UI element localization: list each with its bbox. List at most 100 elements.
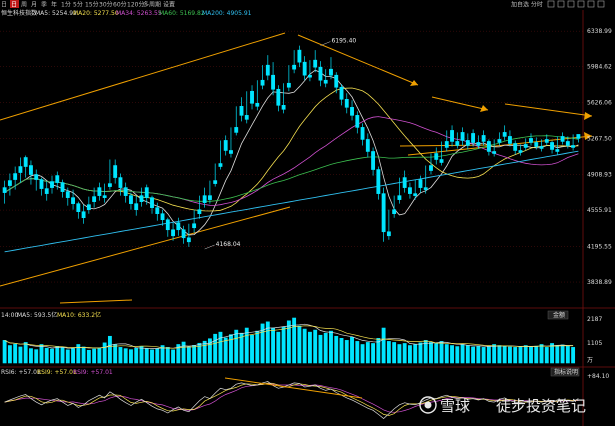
candle xyxy=(107,159,112,190)
toolbar-right-label[interactable]: 加自选 分时 xyxy=(511,1,543,9)
candle xyxy=(123,182,128,203)
candle-body xyxy=(44,188,49,194)
volume-bar xyxy=(339,338,344,364)
candle xyxy=(60,179,65,198)
toolbar-item-5[interactable]: 年 xyxy=(51,1,57,9)
candle-body xyxy=(497,139,502,143)
candle xyxy=(465,133,470,150)
ma34-line xyxy=(4,116,579,206)
ma60-line xyxy=(4,135,579,202)
candle xyxy=(492,139,497,157)
indicator-help-button xyxy=(550,367,580,377)
volume-bar xyxy=(450,345,454,364)
candle xyxy=(481,130,486,146)
candle xyxy=(102,183,107,203)
candle-body xyxy=(455,141,460,146)
volume-bar xyxy=(150,349,154,364)
candle-body xyxy=(39,179,44,189)
indicator-help-label[interactable]: 指标说明 xyxy=(554,368,578,376)
toolbar-item-1[interactable]: 日 xyxy=(11,2,17,9)
toolbar-item-6[interactable]: 1分 xyxy=(61,1,71,9)
candle xyxy=(334,72,339,94)
candle-body xyxy=(265,64,270,76)
volume-bar xyxy=(318,334,323,364)
volume-bar xyxy=(508,346,512,364)
toolbar-item-0[interactable]: 日 xyxy=(1,2,7,9)
candle-body xyxy=(476,142,481,146)
volume-bar xyxy=(539,344,544,364)
candle-body xyxy=(550,142,554,150)
volume-bar xyxy=(444,344,449,364)
amount-button-label[interactable]: 金额 xyxy=(553,311,565,319)
candle-body xyxy=(365,139,370,152)
watermark-brand: 雪球 xyxy=(440,397,470,415)
candle-body xyxy=(444,141,449,148)
candle xyxy=(218,140,223,170)
volume-bar xyxy=(234,329,239,364)
candle xyxy=(534,137,539,150)
main-info-3: MA34: 5263.55 xyxy=(116,10,162,17)
trendlines xyxy=(0,32,593,304)
volume-bar xyxy=(265,321,270,364)
toolbar-item-12[interactable]: 多周期 xyxy=(143,1,161,9)
candle-body xyxy=(244,115,249,120)
candle-body xyxy=(281,105,286,110)
snowball-logo-icon xyxy=(419,396,437,414)
y-tick-label-5: 4555.91 xyxy=(587,207,612,214)
volume-bar xyxy=(560,344,565,364)
candle-body xyxy=(92,196,97,202)
candle-body xyxy=(97,187,102,196)
volume-info-0: 14:00 xyxy=(1,312,18,319)
y-tick-label-3: 5267.50 xyxy=(587,136,612,143)
candle xyxy=(539,139,544,152)
candle xyxy=(76,201,81,219)
candle xyxy=(92,187,97,208)
candles xyxy=(2,45,581,247)
volume-bar xyxy=(229,334,233,364)
candle xyxy=(207,180,212,204)
candle-body xyxy=(134,203,139,210)
candle-body xyxy=(202,195,207,203)
main-info-4: MA60: 5169.82 xyxy=(159,10,205,17)
trend-arrow-2 xyxy=(584,112,592,120)
volume-bar xyxy=(471,346,476,364)
toolbar-item-8[interactable]: 15分 xyxy=(85,1,99,9)
volume-axis: 2187 1105 万 xyxy=(587,316,602,364)
candle-body xyxy=(513,143,518,151)
toolbar-item-9[interactable]: 30分 xyxy=(99,1,113,9)
volume-bar xyxy=(323,332,328,364)
rsi-divergence-line xyxy=(224,377,363,399)
volume-bar xyxy=(365,342,370,364)
candle xyxy=(171,222,175,241)
snowball-logo-dot-icon xyxy=(424,401,432,409)
toolbar-right: 加自选 分时 xyxy=(511,0,605,9)
candle xyxy=(292,50,297,74)
volume-axis-unit: 万 xyxy=(587,357,593,364)
candle-body xyxy=(339,86,344,100)
candle xyxy=(429,153,433,175)
toolbar-item-7[interactable]: 5分 xyxy=(73,1,83,9)
window-min-icon xyxy=(587,0,595,8)
candle xyxy=(265,55,270,81)
volume-bar xyxy=(23,342,28,364)
toolbar-item-13[interactable]: 设置 xyxy=(163,1,175,9)
candle-body xyxy=(29,165,33,175)
candle xyxy=(271,62,276,96)
toolbar-item-3[interactable]: 月 xyxy=(31,2,37,9)
candle-body xyxy=(139,195,144,202)
toolbar-item-4[interactable]: 季 xyxy=(41,1,47,9)
toolbar-item-11[interactable]: 120分 xyxy=(127,1,144,9)
volume-bar xyxy=(297,325,302,364)
candle xyxy=(39,177,44,196)
candle-body xyxy=(450,130,454,142)
candle xyxy=(186,223,191,247)
candle-body xyxy=(229,150,233,154)
period-toolbar: 日日周月季年 1分 5分 15分 30分 60分 120分多周期 设置 xyxy=(1,0,175,9)
candle xyxy=(555,136,560,155)
candle-body xyxy=(571,145,576,148)
toolbar-item-10[interactable]: 60分 xyxy=(113,1,127,9)
candle-body xyxy=(213,180,218,184)
toolbar-item-2[interactable]: 周 xyxy=(21,2,27,9)
volume-bar xyxy=(171,349,175,364)
